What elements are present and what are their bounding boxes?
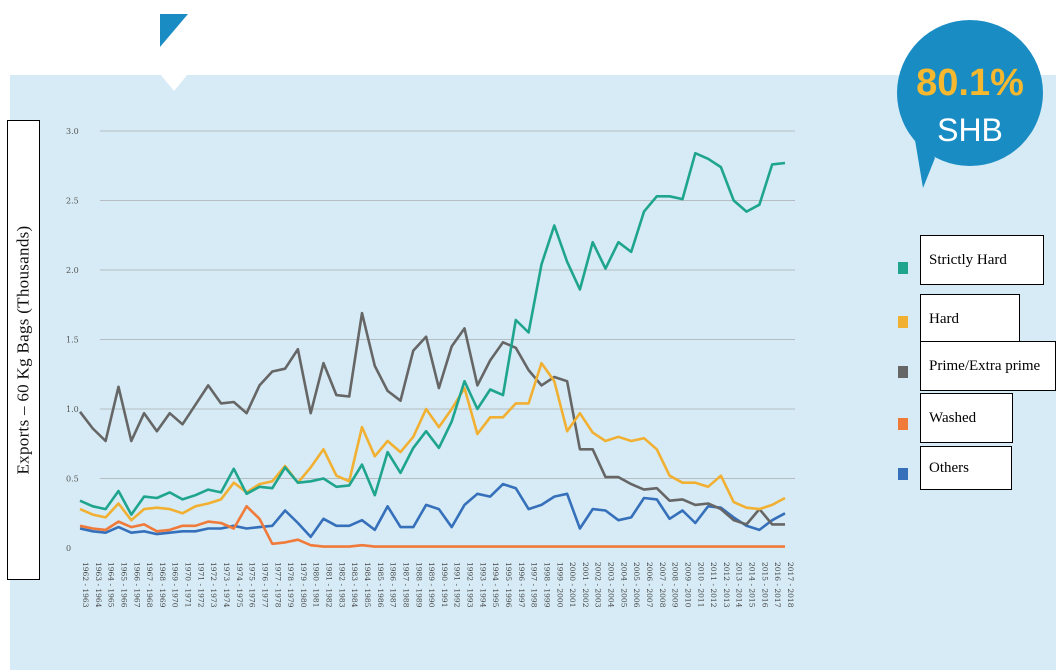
x-tick-label: 2009 - 2010 xyxy=(683,562,692,608)
badge-label: SHB xyxy=(937,112,1003,148)
x-tick-label: 1983 - 1984 xyxy=(350,562,359,608)
y-tick-label: 0 xyxy=(66,544,71,553)
x-tick-label: 2004 - 2005 xyxy=(619,562,628,608)
y-axis-label-box: Exports – 60 Kg Bags (Thousands) xyxy=(7,120,40,580)
x-tick-label: 1990 - 1991 xyxy=(440,562,449,607)
y-tick-label: 1.0 xyxy=(66,405,79,414)
x-tick-label: 1966 - 1967 xyxy=(132,562,141,608)
x-tick-label: 1992 - 1993 xyxy=(466,562,475,608)
x-tick-label: 1993 - 1994 xyxy=(478,562,487,608)
x-tick-label: 1995 - 1996 xyxy=(504,562,513,608)
x-tick-label: 2011 - 2012 xyxy=(709,562,718,608)
badge-percent: 80.1% xyxy=(916,62,1024,104)
legend-swatch-others xyxy=(898,468,908,480)
panel-pointer-icon xyxy=(160,74,188,91)
x-tick-label: 1965 - 1966 xyxy=(119,562,128,608)
x-tick-label: 2012 - 2013 xyxy=(722,562,731,608)
legend-swatch-washed xyxy=(898,418,908,430)
x-tick-label: 1975 - 1976 xyxy=(248,562,257,608)
y-tick-label: 1.5 xyxy=(66,336,79,345)
x-tick-label: 1974 - 1975 xyxy=(235,562,244,608)
x-tick-label: 2017 - 2018 xyxy=(786,562,795,608)
x-tick-label: 1978 - 1979 xyxy=(286,562,295,608)
x-tick-label: 1972 - 1973 xyxy=(209,562,218,608)
series-lines xyxy=(78,151,786,548)
x-tick-label: 1997 - 1998 xyxy=(530,562,539,608)
x-tick-label: 2010 - 2011 xyxy=(696,562,705,607)
series-line-strictly-hard xyxy=(79,151,786,516)
x-tick-label: 2015 - 2016 xyxy=(760,562,769,608)
legend-label-washed: Washed xyxy=(920,393,1013,443)
x-tick-label: 2006 - 2007 xyxy=(645,562,654,608)
gridlines xyxy=(100,130,795,479)
y-tick-label: 2.0 xyxy=(66,266,79,275)
x-tick-label: 2013 - 2014 xyxy=(735,562,744,608)
x-tick-label: 1963 - 1964 xyxy=(94,562,103,608)
series-line-hard xyxy=(79,361,786,522)
x-tick-label: 2007 - 2008 xyxy=(658,562,667,608)
series-line-prime-extra-prime xyxy=(78,311,785,526)
x-tick-label: 1973 - 1974 xyxy=(222,562,231,608)
x-tick-label: 1971 - 1972 xyxy=(196,562,205,608)
series-line-washed xyxy=(79,504,785,548)
x-tick-label: 1962 - 1963 xyxy=(81,562,90,608)
x-tick-label: 1980 - 1981 xyxy=(312,562,321,607)
legend-swatch-prime-extra-prime xyxy=(898,366,908,378)
y-tick-label: 3.0 xyxy=(66,127,79,136)
x-tick-label: 1996 - 1997 xyxy=(517,562,526,608)
x-tick-label: 2005 - 2006 xyxy=(632,562,641,608)
x-tick-label: 1976 - 1977 xyxy=(260,562,269,608)
y-tick-labels: 0 0.5 1.0 1.5 2.0 2.5 3.0 xyxy=(66,127,79,553)
legend-label-others: Others xyxy=(920,446,1012,490)
x-tick-label: 1979 - 1980 xyxy=(299,562,308,608)
legend-swatch-strictly-hard xyxy=(898,262,908,274)
x-tick-label: 1999 - 2000 xyxy=(555,562,564,608)
x-tick-label: 1967 - 1968 xyxy=(145,562,154,608)
y-tick-label: 2.5 xyxy=(66,197,79,206)
x-tick-label: 2016 - 2017 xyxy=(773,562,782,608)
x-tick-label: 1998 - 1999 xyxy=(542,562,551,608)
x-tick-label: 1982 - 1983 xyxy=(337,562,346,608)
x-tick-labels: 1962 - 1963 1963 - 1964 1964 - 1965 1965 - … xyxy=(81,562,795,608)
x-tick-label: 1986 - 1987 xyxy=(389,562,398,608)
y-axis-label: Exports – 60 Kg Bags (Thousands) xyxy=(13,225,33,475)
x-tick-label: 2003 - 2004 xyxy=(607,562,616,608)
x-tick-label: 1981 - 1982 xyxy=(325,562,334,608)
x-tick-label: 1984 - 1985 xyxy=(363,562,372,608)
x-tick-label: 1989 - 1990 xyxy=(427,562,436,608)
badge-circle xyxy=(897,20,1043,188)
series-line-others xyxy=(79,482,786,539)
x-tick-label: 2000 - 2001 xyxy=(568,562,577,607)
x-tick-label: 2001 - 2002 xyxy=(581,562,590,608)
x-tick-label: 1988 - 1989 xyxy=(414,562,423,608)
x-tick-label: 2014 - 2015 xyxy=(748,562,757,608)
x-tick-label: 1977 - 1978 xyxy=(273,562,282,608)
x-tick-label: 1968 - 1969 xyxy=(158,562,167,608)
legend-label-strictly-hard: Strictly Hard xyxy=(920,235,1044,285)
x-tick-label: 1970 - 1971 xyxy=(184,562,193,607)
chart-panel xyxy=(10,75,1056,670)
x-tick-label: 1987 - 1988 xyxy=(401,562,410,608)
x-tick-label: 1991 - 1992 xyxy=(453,562,462,608)
y-tick-label: 0.5 xyxy=(66,475,79,484)
x-tick-label: 1985 - 1986 xyxy=(376,562,385,608)
x-tick-label: 1964 - 1965 xyxy=(107,562,116,608)
legend-label-hard: Hard xyxy=(920,294,1020,344)
x-tick-label: 1969 - 1970 xyxy=(171,562,180,608)
x-tick-label: 2008 - 2009 xyxy=(671,562,680,608)
legend-label-prime-extra-prime: Prime/Extra prime xyxy=(920,341,1056,391)
notch-triangle-icon xyxy=(160,14,188,47)
x-tick-label: 2002 - 2003 xyxy=(594,562,603,608)
x-tick-label: 1994 - 1995 xyxy=(491,562,500,608)
legend-swatch-hard xyxy=(898,316,908,328)
